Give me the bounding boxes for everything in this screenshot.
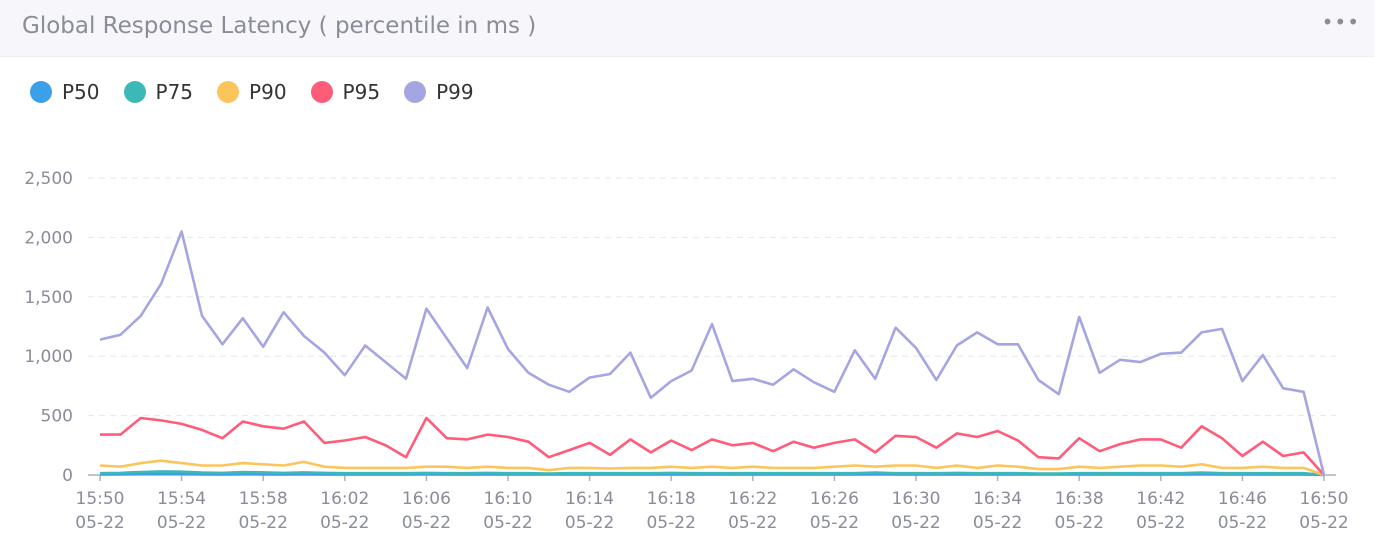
legend-label: P50 bbox=[62, 80, 100, 104]
series-line-p90 bbox=[99, 459, 1325, 477]
x-tick-time: 16:18 bbox=[647, 489, 696, 509]
x-tick-date: 05-22 bbox=[402, 513, 451, 533]
chart-legend: P50 P75 P90 P95 P99 bbox=[30, 80, 498, 104]
y-tick-label: 1,000 bbox=[24, 347, 73, 367]
x-tick-time: 16:10 bbox=[484, 489, 533, 509]
x-tick-time: 16:26 bbox=[810, 489, 859, 509]
y-tick-label: 1,500 bbox=[24, 288, 73, 308]
panel-title: Global Response Latency ( percentile in … bbox=[22, 13, 537, 39]
y-tick-label: 500 bbox=[41, 407, 73, 427]
legend-label: P95 bbox=[342, 80, 381, 104]
x-tick-time: 16:42 bbox=[1136, 489, 1185, 509]
more-dots-icon[interactable]: ••• bbox=[1321, 10, 1360, 34]
x-tick-date: 05-22 bbox=[1218, 513, 1267, 533]
x-tick-time: 16:14 bbox=[565, 489, 614, 509]
x-tick-time: 16:06 bbox=[402, 489, 451, 509]
y-tick-label: 0 bbox=[62, 466, 73, 486]
legend-item-p99[interactable]: P99 bbox=[404, 80, 474, 104]
x-tick-time: 15:54 bbox=[157, 489, 206, 509]
legend-marker-icon bbox=[123, 81, 146, 103]
x-tick-time: 15:50 bbox=[76, 489, 125, 509]
legend-marker-icon bbox=[310, 81, 333, 103]
x-tick-date: 05-22 bbox=[483, 513, 532, 533]
x-tick-date: 05-22 bbox=[238, 513, 287, 533]
legend-item-p95[interactable]: P95 bbox=[310, 80, 381, 104]
x-tick-date: 05-22 bbox=[973, 513, 1022, 533]
x-tick-date: 05-22 bbox=[157, 513, 206, 533]
legend-marker-icon bbox=[30, 81, 52, 103]
x-tick-date: 05-22 bbox=[1299, 513, 1348, 533]
x-tick-time: 16:50 bbox=[1300, 489, 1349, 509]
x-tick-date: 05-22 bbox=[75, 513, 124, 533]
legend-label: P90 bbox=[249, 80, 287, 104]
x-tick-time: 16:22 bbox=[728, 489, 777, 509]
x-tick-date: 05-22 bbox=[810, 513, 859, 533]
x-tick-date: 05-22 bbox=[728, 513, 777, 533]
x-tick-time: 16:30 bbox=[892, 489, 941, 509]
legend-item-p75[interactable]: P75 bbox=[123, 80, 194, 104]
x-tick-date: 05-22 bbox=[1136, 513, 1185, 533]
series-line-p99 bbox=[99, 230, 1326, 476]
legend-marker-icon bbox=[404, 81, 427, 103]
series-line-p95 bbox=[100, 416, 1325, 476]
legend-label: P75 bbox=[155, 80, 194, 104]
x-tick-date: 05-22 bbox=[565, 513, 614, 533]
x-tick-date: 05-22 bbox=[646, 513, 695, 533]
legend-marker-icon bbox=[217, 81, 240, 103]
panel-header: Global Response Latency ( percentile in … bbox=[0, 0, 1374, 57]
legend-item-p90[interactable]: P90 bbox=[217, 80, 287, 104]
x-tick-date: 05-22 bbox=[891, 513, 940, 533]
y-tick-label: 2,000 bbox=[24, 228, 73, 248]
legend-item-p50[interactable]: P50 bbox=[30, 80, 100, 104]
x-tick-time: 16:46 bbox=[1218, 489, 1267, 509]
legend-label: P99 bbox=[436, 80, 474, 104]
x-tick-date: 05-22 bbox=[320, 513, 369, 533]
series-line-p75 bbox=[99, 470, 1325, 477]
x-tick-time: 15:58 bbox=[239, 489, 288, 509]
x-tick-time: 16:38 bbox=[1055, 489, 1104, 509]
x-tick-time: 16:02 bbox=[320, 489, 369, 509]
x-tick-date: 05-22 bbox=[1054, 513, 1103, 533]
x-tick-time: 16:34 bbox=[973, 489, 1022, 509]
y-tick-label: 2,500 bbox=[24, 169, 73, 189]
